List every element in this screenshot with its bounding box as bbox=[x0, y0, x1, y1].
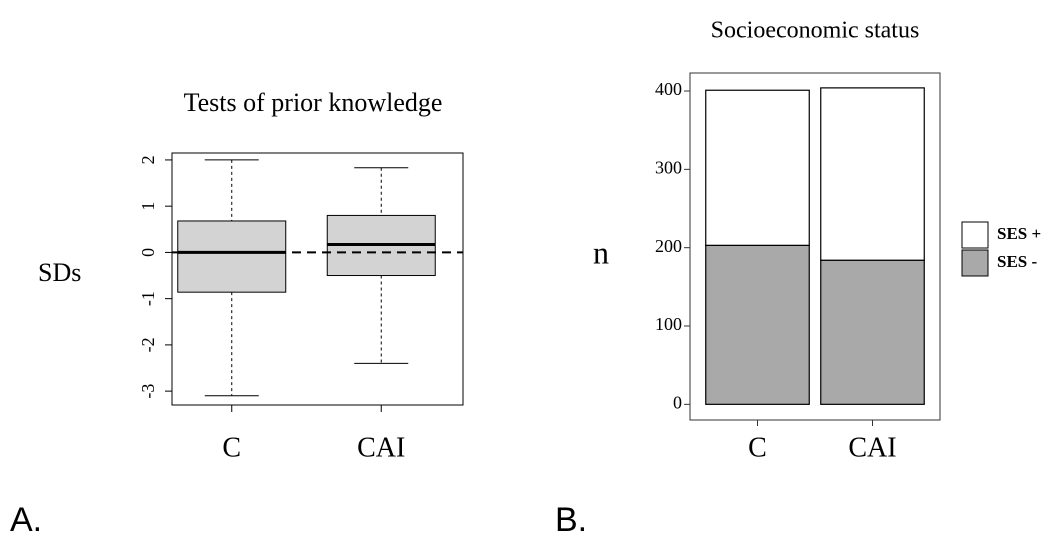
panel-label: A. bbox=[10, 501, 42, 539]
y-tick-label: 400 bbox=[655, 79, 682, 99]
legend-swatch bbox=[961, 221, 989, 249]
chart-title: Tests of prior knowledge bbox=[184, 88, 443, 117]
y-tick-label: -1 bbox=[138, 291, 158, 306]
bar-segment bbox=[705, 89, 810, 246]
y-tick-label: 2 bbox=[138, 155, 158, 164]
y-tick-label: -3 bbox=[138, 384, 158, 399]
panel-label: B. bbox=[555, 501, 587, 539]
box bbox=[177, 220, 287, 293]
bar-segment bbox=[705, 244, 810, 405]
legend-label: SES + bbox=[997, 224, 1041, 243]
x-tick-label: CAI bbox=[357, 432, 405, 463]
legend-swatch bbox=[961, 249, 989, 277]
legend-label: SES - bbox=[997, 252, 1037, 271]
y-tick-label: 300 bbox=[655, 157, 682, 177]
y-tick-label: 200 bbox=[655, 236, 682, 256]
y-tick-label: 0 bbox=[138, 248, 158, 257]
x-tick-label: C bbox=[222, 432, 241, 463]
x-tick-label: CAI bbox=[848, 432, 896, 463]
bar-segment bbox=[820, 87, 925, 261]
y-axis-label: SDs bbox=[38, 258, 81, 287]
y-tick-label: 100 bbox=[655, 314, 682, 334]
y-tick-label: -2 bbox=[138, 337, 158, 352]
y-axis-label: n bbox=[593, 234, 609, 270]
plot-frame bbox=[171, 152, 464, 406]
x-tick-label: C bbox=[748, 432, 767, 463]
y-tick-label: 0 bbox=[673, 392, 682, 412]
y-tick-label: 1 bbox=[138, 202, 158, 211]
chart-title: Socioeconomic status bbox=[711, 18, 920, 44]
bar-segment bbox=[820, 259, 925, 405]
